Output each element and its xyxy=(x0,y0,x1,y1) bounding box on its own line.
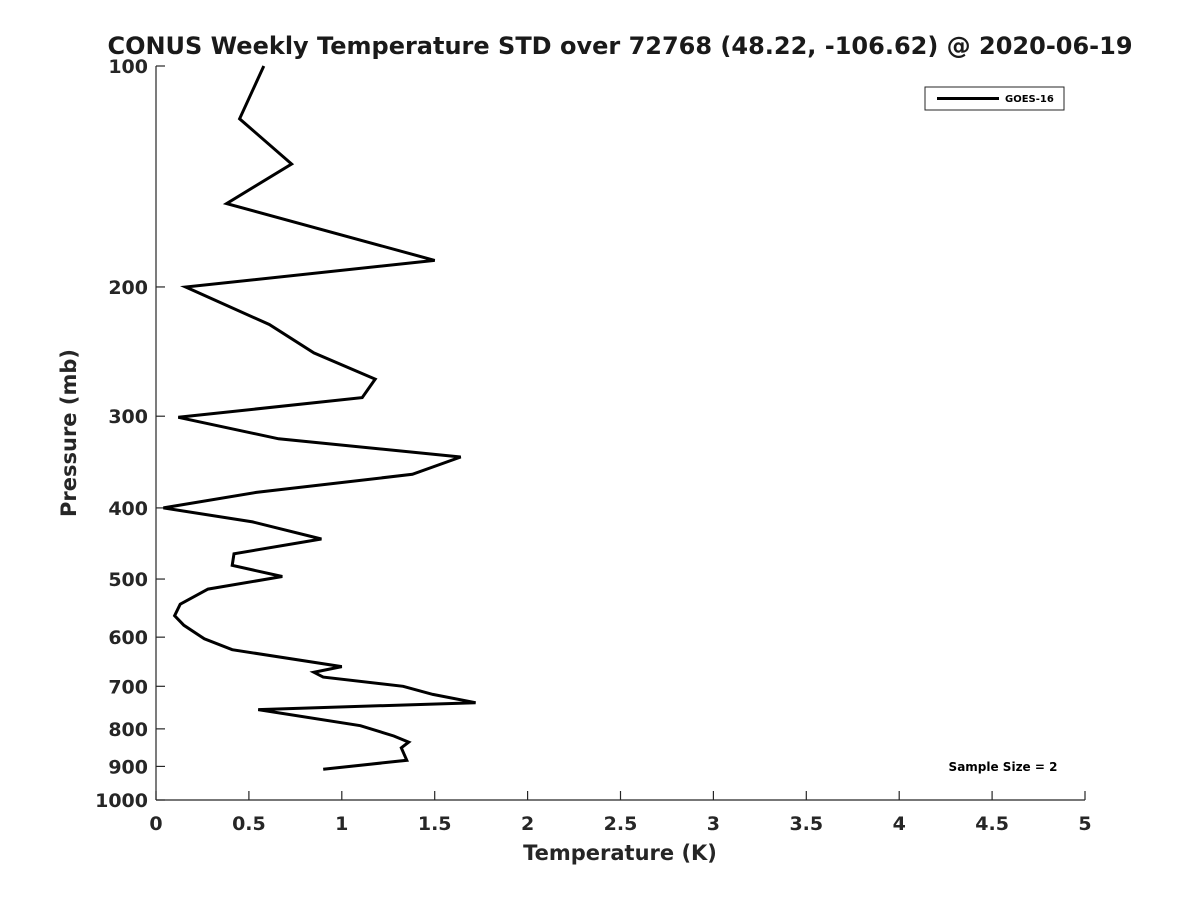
legend: GOES-16 xyxy=(924,86,1065,111)
sample-size-annotation: Sample Size = 2 xyxy=(949,760,1058,774)
x-axis-label: Temperature (K) xyxy=(523,841,717,865)
x-tick-label: 1.5 xyxy=(418,813,452,835)
x-tick-label: 2 xyxy=(521,813,534,835)
y-tick-label: 900 xyxy=(108,756,148,778)
series-line-goes-16 xyxy=(163,65,476,771)
x-tick-label: 3.5 xyxy=(789,813,823,835)
x-tick-label: 4 xyxy=(893,813,906,835)
series-layer xyxy=(163,65,476,771)
chart-title: CONUS Weekly Temperature STD over 72768 … xyxy=(107,32,1132,60)
plot-area xyxy=(155,66,1085,801)
y-tick-label: 1000 xyxy=(95,790,148,812)
x-tick-label: 4.5 xyxy=(975,813,1009,835)
x-tick-label: 1 xyxy=(335,813,348,835)
y-tick-label: 500 xyxy=(108,569,148,591)
y-axis-label: Pressure (mb) xyxy=(57,349,81,517)
x-tick-label: 2.5 xyxy=(604,813,638,835)
x-tick-label: 5 xyxy=(1078,813,1091,835)
y-tick-label: 200 xyxy=(108,277,148,299)
y-tick-label: 600 xyxy=(108,627,148,649)
x-tick-label: 0.5 xyxy=(232,813,266,835)
y-tick-label: 400 xyxy=(108,498,148,520)
y-axis-ticks: 100 200 300 400 500 600 700 800 900 1000 xyxy=(95,56,165,812)
legend-label-goes-16: GOES-16 xyxy=(1005,94,1054,105)
x-tick-label: 3 xyxy=(707,813,720,835)
y-tick-label: 300 xyxy=(108,406,148,428)
y-tick-label: 100 xyxy=(108,56,148,78)
y-tick-label: 700 xyxy=(108,676,148,698)
y-tick-label: 800 xyxy=(108,719,148,741)
x-axis-ticks: 0 0.5 1 1.5 2 2.5 3 3.5 4 4.5 5 xyxy=(149,791,1092,835)
x-tick-label: 0 xyxy=(149,813,162,835)
